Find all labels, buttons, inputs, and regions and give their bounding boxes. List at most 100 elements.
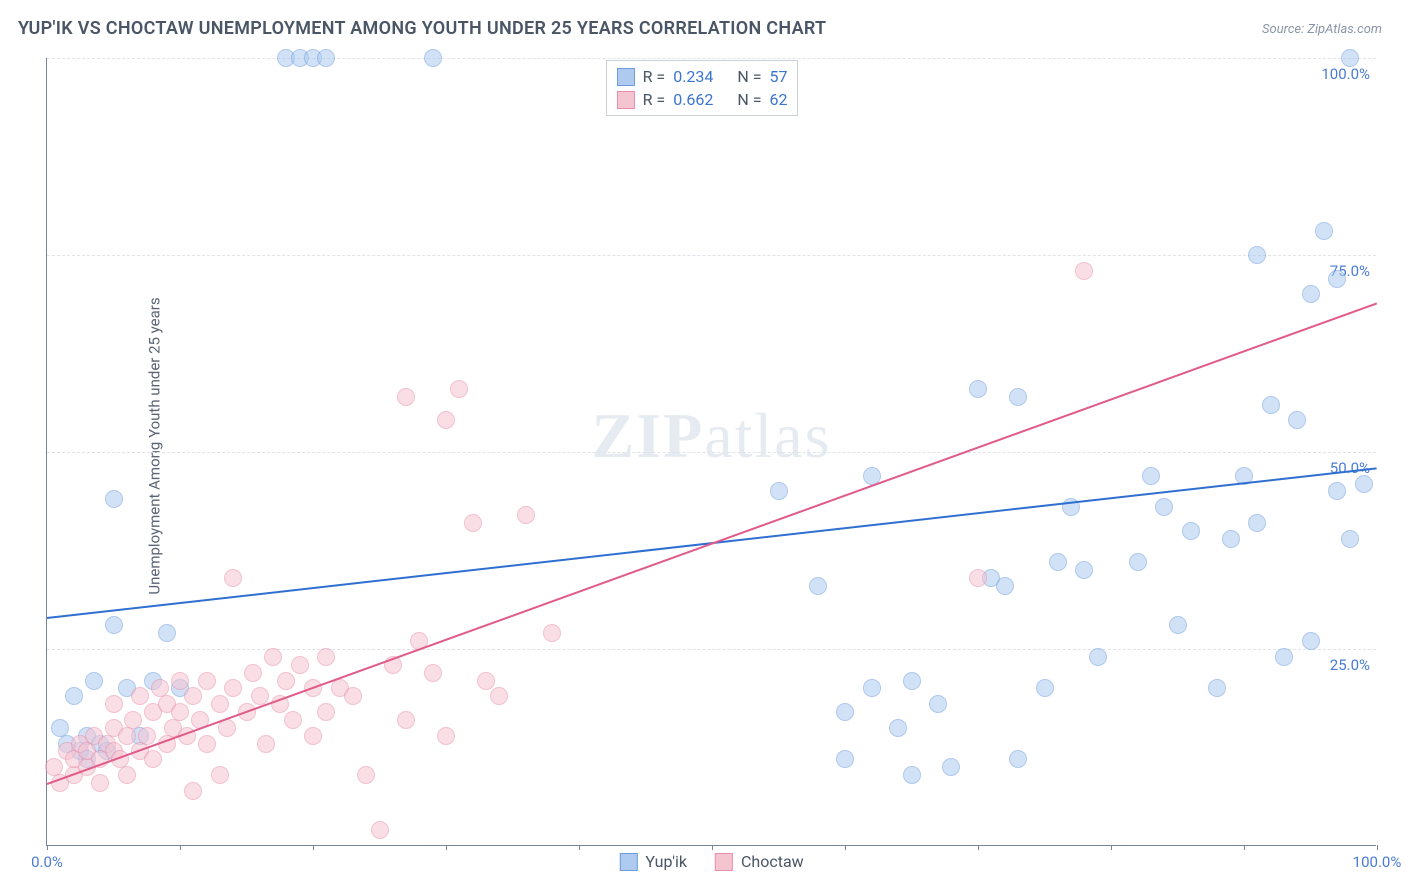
data-point (304, 679, 322, 697)
data-point (969, 569, 987, 587)
correlation-stats-box: R = 0.234 N = 57R = 0.662 N = 62 (606, 60, 799, 116)
data-point (124, 711, 142, 729)
data-point (1049, 553, 1067, 571)
data-point (317, 49, 335, 67)
data-point (224, 569, 242, 587)
data-point (836, 750, 854, 768)
data-point (1036, 679, 1054, 697)
data-point (118, 766, 136, 784)
data-point (371, 821, 389, 839)
stats-row: R = 0.234 N = 57 (615, 65, 790, 88)
scatter-plot-area: ZIPatlas R = 0.234 N = 57R = 0.662 N = 6… (46, 58, 1376, 846)
data-point (1142, 467, 1160, 485)
data-point (264, 648, 282, 666)
gridline-h (47, 255, 1376, 256)
data-point (105, 616, 123, 634)
x-tick (47, 845, 48, 850)
legend-item: Yup'ik (619, 852, 687, 871)
x-tick (845, 845, 846, 850)
data-point (304, 727, 322, 745)
watermark: ZIPatlas (592, 399, 832, 473)
data-point (996, 577, 1014, 595)
data-point (1155, 498, 1173, 516)
data-point (158, 735, 176, 753)
x-tick (180, 845, 181, 850)
data-point (517, 506, 535, 524)
x-tick (978, 845, 979, 850)
series-legend: Yup'ik Choctaw (619, 852, 803, 871)
data-point (198, 672, 216, 690)
data-point (1341, 530, 1359, 548)
data-point (211, 766, 229, 784)
data-point (131, 687, 149, 705)
data-point (1302, 285, 1320, 303)
data-point (1262, 396, 1280, 414)
chart-title: YUP'IK VS CHOCTAW UNEMPLOYMENT AMONG YOU… (18, 18, 826, 39)
data-point (863, 467, 881, 485)
data-point (158, 624, 176, 642)
data-point (1075, 561, 1093, 579)
gridline-h (47, 649, 1376, 650)
data-point (184, 687, 202, 705)
y-tick-label: 25.0% (1330, 656, 1370, 674)
data-point (178, 727, 196, 745)
data-point (969, 380, 987, 398)
data-point (1328, 482, 1346, 500)
data-point (437, 727, 455, 745)
data-point (1009, 388, 1027, 406)
data-point (344, 687, 362, 705)
data-point (1062, 498, 1080, 516)
x-tick (579, 845, 580, 850)
data-point (144, 750, 162, 768)
data-point (903, 672, 921, 690)
data-point (317, 703, 335, 721)
data-point (770, 482, 788, 500)
x-tick (446, 845, 447, 850)
data-point (105, 490, 123, 508)
y-tick-label: 100.0% (1321, 65, 1370, 83)
data-point (1248, 514, 1266, 532)
data-point (118, 727, 136, 745)
x-tick (1377, 845, 1378, 850)
data-point (1129, 553, 1147, 571)
x-tick (1111, 845, 1112, 850)
data-point (105, 695, 123, 713)
data-point (65, 687, 83, 705)
data-point (218, 719, 236, 737)
data-point (1275, 648, 1293, 666)
data-point (437, 411, 455, 429)
data-point (929, 695, 947, 713)
data-point (942, 758, 960, 776)
series-swatch (617, 91, 635, 109)
data-point (91, 774, 109, 792)
data-point (1009, 750, 1027, 768)
series-swatch (715, 853, 733, 871)
data-point (384, 656, 402, 674)
legend-item: Choctaw (715, 852, 804, 871)
data-point (271, 695, 289, 713)
x-tick (313, 845, 314, 850)
data-point (357, 766, 375, 784)
stats-row: R = 0.662 N = 62 (615, 88, 790, 111)
data-point (543, 624, 561, 642)
data-point (184, 782, 202, 800)
data-point (1235, 467, 1253, 485)
data-point (464, 514, 482, 532)
data-point (224, 679, 242, 697)
data-point (477, 672, 495, 690)
data-point (277, 672, 295, 690)
data-point (1341, 49, 1359, 67)
trend-line (47, 468, 1377, 620)
data-point (410, 632, 428, 650)
data-point (836, 703, 854, 721)
data-point (138, 727, 156, 745)
data-point (171, 672, 189, 690)
data-point (171, 703, 189, 721)
data-point (1328, 270, 1346, 288)
data-point (317, 648, 335, 666)
data-point (903, 766, 921, 784)
data-point (450, 380, 468, 398)
data-point (1355, 475, 1373, 493)
data-point (198, 735, 216, 753)
data-point (238, 703, 256, 721)
